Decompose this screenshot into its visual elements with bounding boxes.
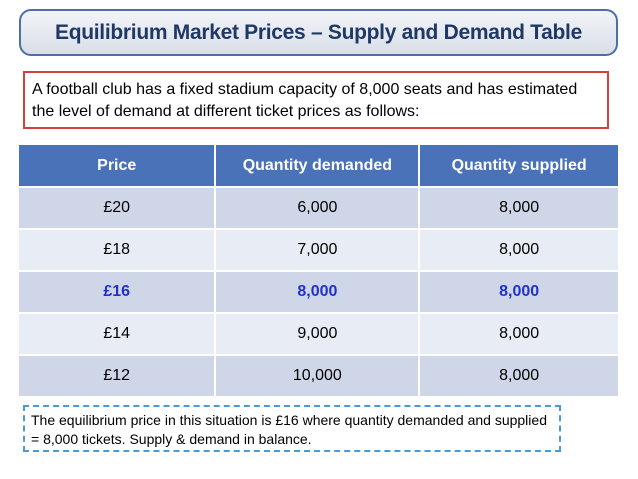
quantity-demanded-cell: 6,000 [215,186,421,229]
quantity-supplied-cell: 8,000 [419,186,618,229]
equilibrium-row: £16 8,000 8,000 [19,270,618,313]
quantity-demanded-cell: 7,000 [215,228,421,271]
supply-demand-table: Price Quantity demanded Quantity supplie… [19,145,618,396]
header-price: Price [19,145,217,187]
quantity-demanded-cell: 8,000 [215,270,421,313]
page-title: Equilibrium Market Prices – Supply and D… [55,20,582,44]
intro-text: A football club has a fixed stadium capa… [23,71,609,129]
equilibrium-note: The equilibrium price in this situation … [23,405,561,452]
price-cell: £18 [19,228,217,271]
table-header-row: Price Quantity demanded Quantity supplie… [19,145,618,187]
table-row: £20 6,000 8,000 [19,186,618,229]
title-banner: Equilibrium Market Prices – Supply and D… [19,9,618,56]
price-cell: £20 [19,186,217,229]
table-row: £12 10,000 8,000 [19,354,618,396]
price-cell: £16 [19,270,217,313]
price-cell: £12 [19,354,217,396]
header-quantity-supplied: Quantity supplied [419,145,618,187]
quantity-supplied-cell: 8,000 [419,312,618,355]
quantity-supplied-cell: 8,000 [419,354,618,396]
quantity-supplied-cell: 8,000 [419,228,618,271]
quantity-demanded-cell: 10,000 [215,354,421,396]
price-cell: £14 [19,312,217,355]
table-row: £18 7,000 8,000 [19,228,618,271]
table-row: £14 9,000 8,000 [19,312,618,355]
header-quantity-demanded: Quantity demanded [215,145,421,187]
quantity-demanded-cell: 9,000 [215,312,421,355]
quantity-supplied-cell: 8,000 [419,270,618,313]
